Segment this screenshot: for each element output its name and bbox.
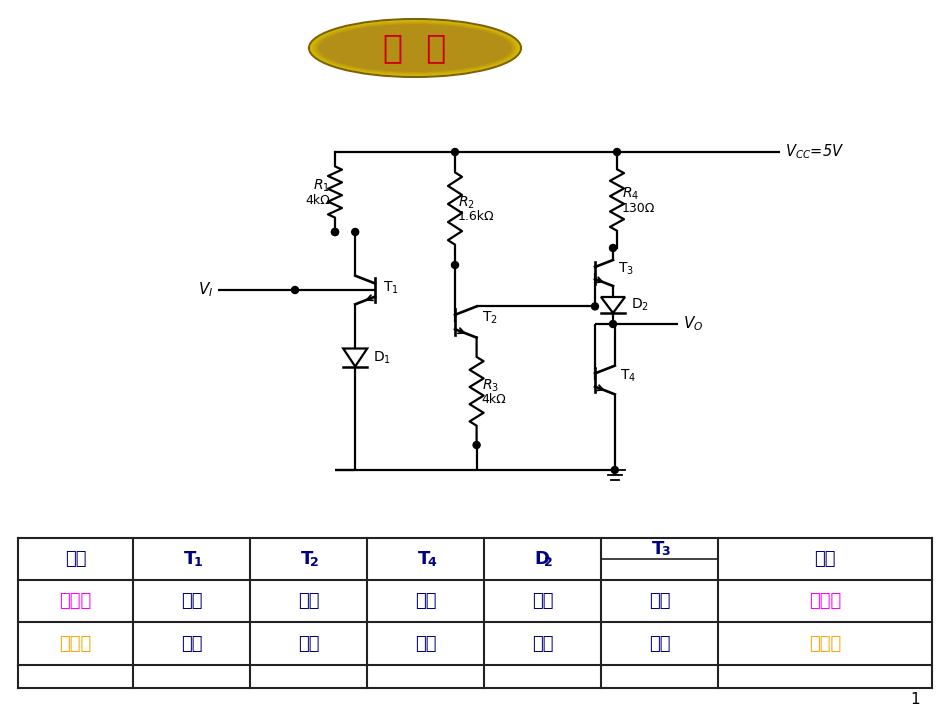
Text: 1.6kΩ: 1.6kΩ (458, 210, 495, 223)
Text: 低电平: 低电平 (59, 592, 91, 610)
Ellipse shape (313, 21, 517, 74)
Text: 4kΩ: 4kΩ (305, 193, 330, 207)
Text: 4: 4 (428, 555, 436, 568)
Circle shape (473, 441, 480, 448)
Ellipse shape (314, 22, 516, 74)
Text: 截止: 截止 (649, 635, 671, 652)
Text: $R_3$: $R_3$ (482, 377, 499, 394)
Ellipse shape (314, 22, 516, 73)
Circle shape (451, 262, 459, 269)
Text: 截止: 截止 (532, 635, 553, 652)
Ellipse shape (317, 24, 512, 72)
Ellipse shape (316, 23, 514, 73)
Text: 130Ω: 130Ω (622, 202, 655, 215)
Ellipse shape (312, 21, 518, 75)
Text: T$_3$: T$_3$ (618, 261, 634, 277)
Text: D$_2$: D$_2$ (631, 297, 649, 313)
Text: 输出: 输出 (814, 550, 836, 568)
Ellipse shape (315, 23, 515, 73)
Ellipse shape (315, 23, 515, 73)
Circle shape (292, 287, 298, 294)
Text: 输入: 输入 (65, 550, 86, 568)
Ellipse shape (311, 20, 520, 76)
Text: T$_2$: T$_2$ (482, 310, 498, 327)
Text: D: D (534, 550, 549, 568)
Text: T: T (184, 550, 197, 568)
Text: 复  习: 复 习 (384, 31, 446, 64)
Ellipse shape (318, 24, 512, 72)
Ellipse shape (312, 21, 519, 76)
Text: 1: 1 (193, 555, 201, 568)
Text: $R_2$: $R_2$ (458, 195, 475, 211)
Text: T$_4$: T$_4$ (619, 368, 636, 384)
Text: $R_1$: $R_1$ (314, 178, 330, 194)
Text: $V_{O}$: $V_{O}$ (683, 314, 703, 334)
Text: T: T (301, 550, 314, 568)
Text: 饱和: 饱和 (297, 635, 319, 652)
Ellipse shape (318, 24, 511, 72)
Text: 低电平: 低电平 (808, 635, 841, 652)
Circle shape (332, 228, 338, 235)
Text: 饱和: 饱和 (415, 635, 436, 652)
Circle shape (352, 228, 359, 235)
Circle shape (592, 303, 598, 310)
Text: 导通: 导通 (532, 592, 553, 610)
Circle shape (611, 466, 618, 473)
Text: 截止: 截止 (297, 592, 319, 610)
Ellipse shape (319, 25, 510, 71)
Ellipse shape (311, 21, 519, 76)
Text: 倒置: 倒置 (180, 635, 202, 652)
Text: $V_{CC}$=5V: $V_{CC}$=5V (785, 143, 845, 161)
Text: 截止: 截止 (415, 592, 436, 610)
Text: $R_4$: $R_4$ (622, 186, 639, 202)
Text: D$_1$: D$_1$ (373, 349, 391, 366)
Text: T$_1$: T$_1$ (383, 279, 399, 296)
Text: 高电平: 高电平 (59, 635, 91, 652)
Text: T: T (653, 540, 665, 558)
Ellipse shape (317, 24, 513, 73)
Circle shape (451, 148, 459, 155)
Text: 导通: 导通 (649, 592, 671, 610)
Text: 1: 1 (910, 692, 920, 707)
Circle shape (610, 321, 617, 327)
Text: 高电平: 高电平 (808, 592, 841, 610)
Text: 饱和: 饱和 (180, 592, 202, 610)
Ellipse shape (313, 21, 518, 75)
Circle shape (332, 228, 338, 235)
Text: 3: 3 (661, 545, 670, 558)
Ellipse shape (316, 24, 514, 73)
Circle shape (610, 245, 617, 252)
Circle shape (614, 148, 620, 155)
Text: T: T (418, 550, 430, 568)
Ellipse shape (310, 20, 520, 76)
Text: 4kΩ: 4kΩ (482, 393, 506, 406)
Ellipse shape (319, 24, 511, 71)
Ellipse shape (314, 22, 517, 74)
Text: 2: 2 (544, 555, 553, 568)
Text: $V_{I}$: $V_{I}$ (198, 281, 213, 299)
Text: 2: 2 (310, 555, 319, 568)
